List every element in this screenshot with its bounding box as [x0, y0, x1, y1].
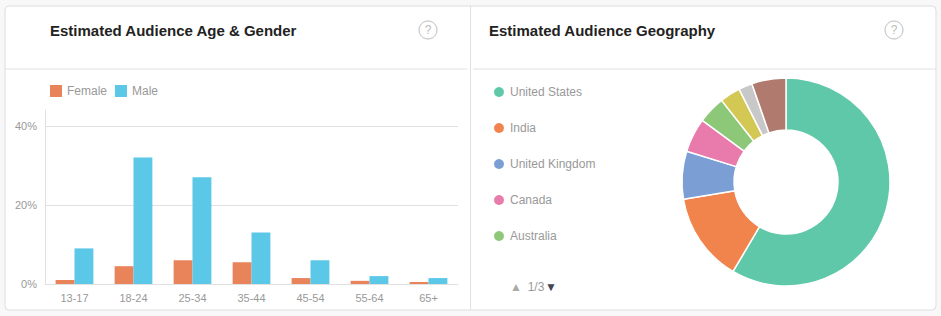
svg-text:45-54: 45-54: [296, 292, 324, 304]
svg-text:?: ?: [891, 23, 898, 37]
svg-text:35-44: 35-44: [237, 292, 265, 304]
svg-text:▼: ▼: [545, 280, 557, 294]
svg-text:65+: 65+: [419, 292, 438, 304]
svg-text:Canada: Canada: [510, 193, 552, 207]
svg-text:13-17: 13-17: [60, 292, 88, 304]
svg-text:United States: United States: [510, 85, 582, 99]
svg-text:Estimated Audience Age & Gende: Estimated Audience Age & Gender: [50, 22, 297, 39]
svg-text:20%: 20%: [15, 199, 37, 211]
svg-text:40%: 40%: [15, 120, 37, 132]
svg-text:55-64: 55-64: [355, 292, 383, 304]
svg-text:25-34: 25-34: [178, 292, 206, 304]
svg-text:0%: 0%: [21, 278, 37, 290]
svg-text:Estimated Audience Geography: Estimated Audience Geography: [489, 22, 716, 39]
svg-text:Female: Female: [67, 84, 107, 98]
svg-text:▲: ▲: [510, 280, 522, 294]
svg-text:Australia: Australia: [510, 229, 557, 243]
svg-text:Male: Male: [132, 84, 158, 98]
svg-text:1/3: 1/3: [528, 280, 545, 294]
svg-text:United Kingdom: United Kingdom: [510, 157, 595, 171]
svg-text:?: ?: [425, 23, 432, 37]
svg-text:18-24: 18-24: [119, 292, 147, 304]
svg-text:India: India: [510, 121, 536, 135]
